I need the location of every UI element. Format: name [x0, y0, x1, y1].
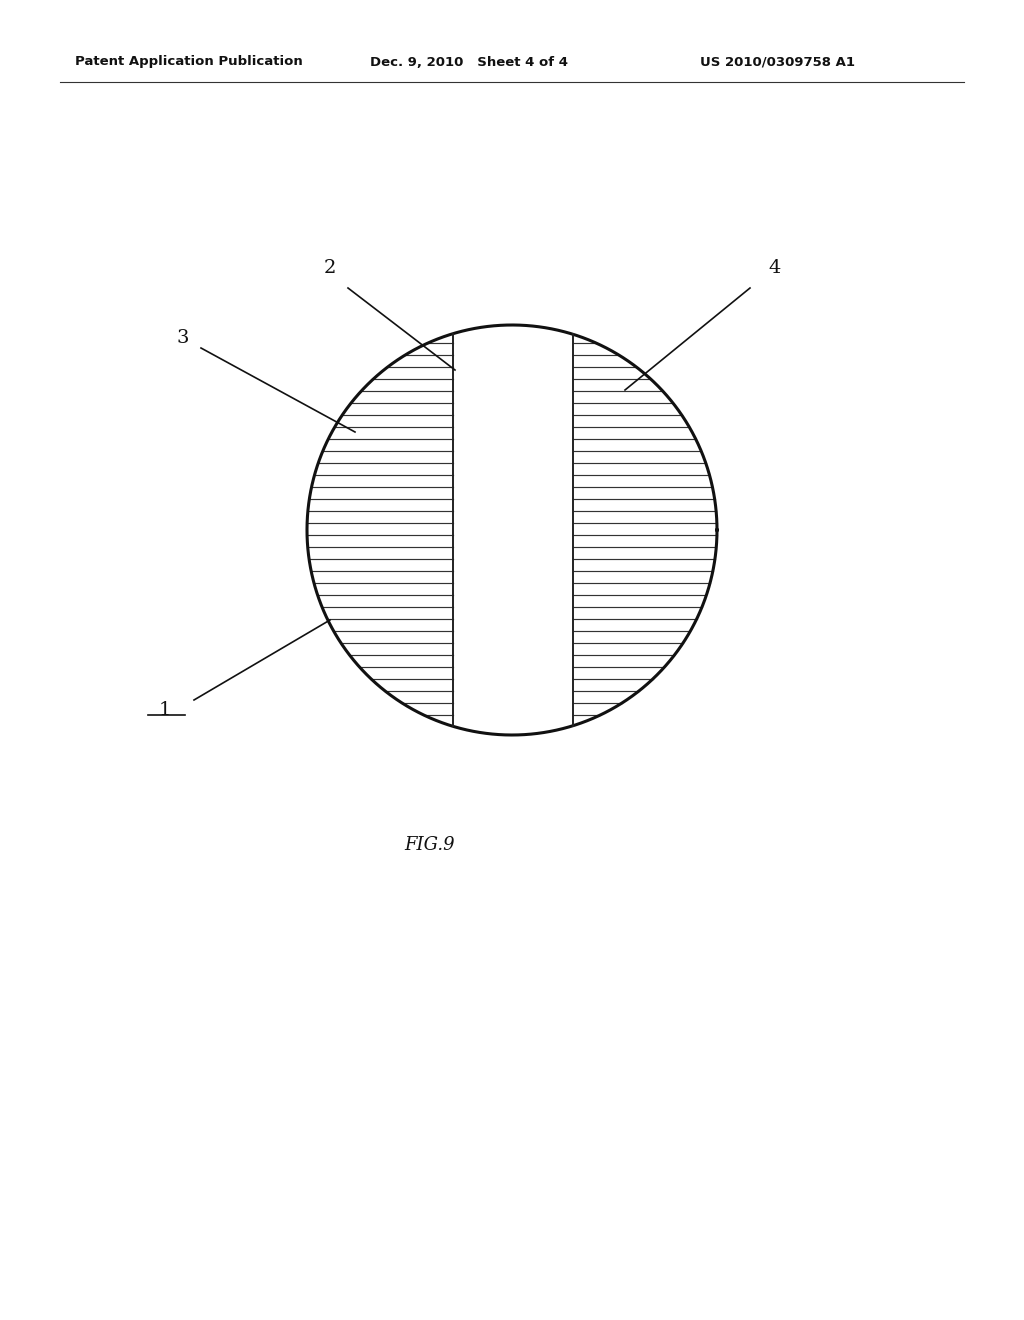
Text: 3: 3 — [177, 329, 189, 347]
Text: 2: 2 — [324, 259, 336, 277]
Text: Patent Application Publication: Patent Application Publication — [75, 55, 303, 69]
Text: Dec. 9, 2010   Sheet 4 of 4: Dec. 9, 2010 Sheet 4 of 4 — [370, 55, 568, 69]
Text: 1: 1 — [159, 701, 171, 719]
Text: 4: 4 — [769, 259, 781, 277]
Text: US 2010/0309758 A1: US 2010/0309758 A1 — [700, 55, 855, 69]
Text: FIG.9: FIG.9 — [404, 836, 456, 854]
